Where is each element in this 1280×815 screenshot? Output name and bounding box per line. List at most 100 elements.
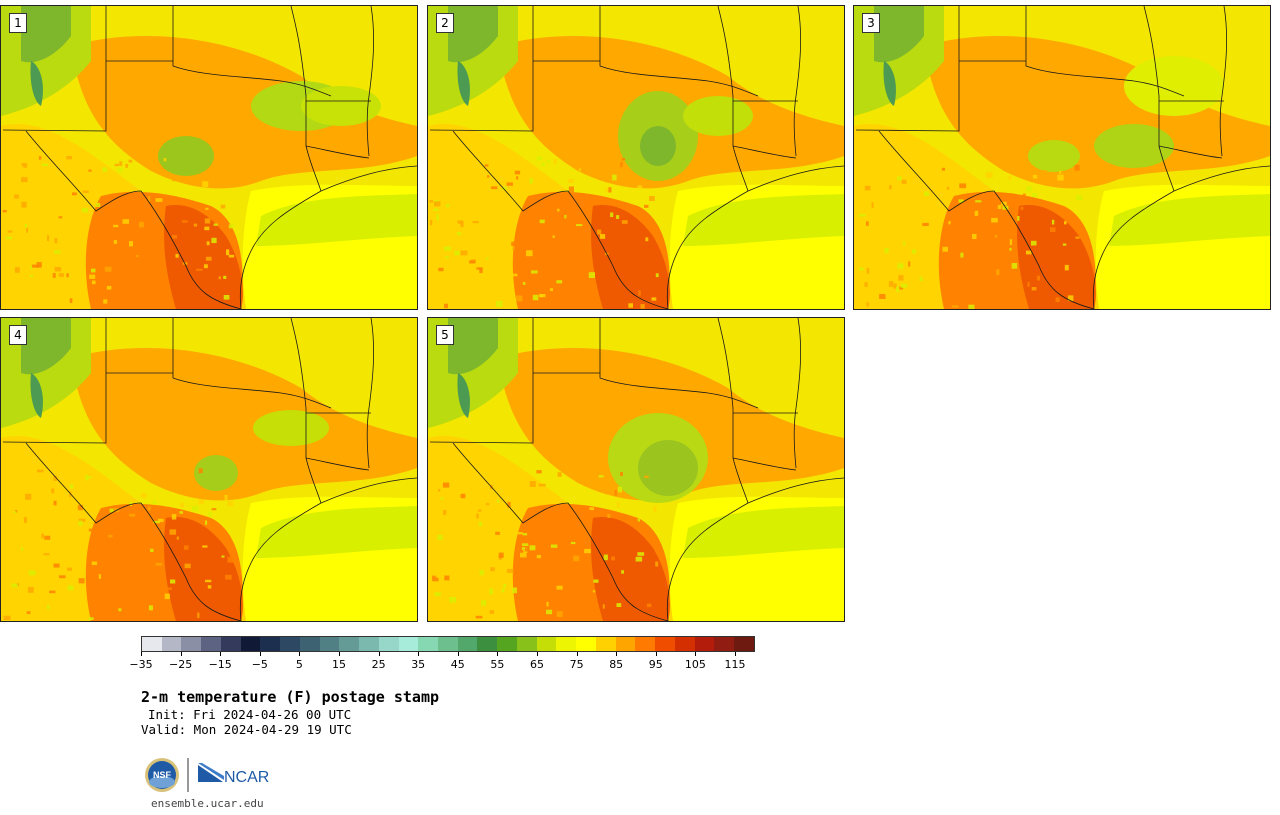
temperature-speckle bbox=[54, 238, 58, 244]
boundary-line bbox=[1158, 145, 1223, 159]
boundary-line bbox=[1092, 165, 1270, 309]
temperature-speckle bbox=[1031, 240, 1037, 246]
temperature-region bbox=[1124, 56, 1224, 116]
temperature-speckle bbox=[521, 547, 528, 550]
colorbar-swatch bbox=[595, 637, 616, 651]
temperature-colorbar bbox=[141, 636, 755, 652]
temperature-speckle bbox=[898, 275, 904, 281]
temperature-speckle bbox=[1008, 175, 1012, 180]
temperature-speckle bbox=[13, 511, 17, 514]
temperature-speckle bbox=[965, 248, 970, 253]
temperature-speckle bbox=[556, 585, 563, 590]
temperature-speckle bbox=[77, 477, 82, 482]
temperature-speckle bbox=[929, 300, 933, 306]
temperature-speckle bbox=[135, 255, 139, 258]
temperature-region bbox=[21, 318, 71, 375]
temperature-speckle bbox=[170, 579, 176, 584]
temperature-speckle bbox=[564, 215, 567, 219]
temperature-speckle bbox=[460, 493, 466, 499]
temperature-speckle bbox=[91, 561, 98, 565]
temperature-speckle bbox=[1026, 250, 1032, 255]
colorbar-swatch bbox=[457, 637, 478, 651]
boundary-line bbox=[290, 318, 322, 504]
colorbar-swatch bbox=[142, 637, 162, 651]
temperature-speckle bbox=[228, 254, 235, 258]
boundary-line bbox=[2, 318, 107, 444]
temperature-speckle bbox=[533, 221, 539, 225]
temperature-speckle bbox=[86, 476, 92, 479]
temperature-speckle bbox=[196, 268, 203, 271]
temperature-speckle bbox=[1020, 206, 1024, 210]
colorbar-tick bbox=[299, 652, 301, 656]
temperature-speckle bbox=[147, 569, 150, 575]
temperature-speckle bbox=[552, 235, 555, 238]
temperature-speckle bbox=[443, 246, 451, 251]
temperature-speckle bbox=[655, 561, 659, 567]
temperature-speckle bbox=[117, 167, 123, 172]
temperature-speckle bbox=[26, 611, 31, 614]
temperature-speckle bbox=[78, 518, 86, 522]
temperature-speckle bbox=[52, 273, 56, 278]
boundary-line bbox=[878, 130, 1095, 309]
temperature-speckle bbox=[516, 532, 523, 535]
colorbar-swatch bbox=[280, 637, 300, 651]
temperature-speckle bbox=[11, 583, 18, 588]
temperature-speckle bbox=[227, 500, 234, 507]
temperature-region bbox=[640, 126, 676, 166]
temperature-speckle bbox=[512, 245, 515, 251]
temperature-speckle bbox=[122, 219, 129, 224]
temperature-speckle bbox=[593, 579, 599, 583]
temperature-speckle bbox=[193, 223, 198, 227]
temperature-speckle bbox=[205, 520, 208, 525]
temperature-speckle bbox=[486, 503, 490, 506]
temperature-speckle bbox=[1024, 164, 1029, 169]
boundary-line bbox=[452, 442, 669, 621]
valid-time: Valid: Mon 2024-04-29 19 UTC bbox=[141, 722, 352, 737]
colorbar-swatch bbox=[576, 637, 596, 651]
temperature-speckle bbox=[866, 221, 869, 226]
temperature-speckle bbox=[88, 528, 95, 532]
temperature-speckle bbox=[546, 601, 549, 607]
temperature-speckle bbox=[900, 283, 908, 288]
nsf-logo: NSF bbox=[145, 758, 179, 792]
temperature-speckle bbox=[440, 497, 444, 500]
temperature-speckle bbox=[864, 282, 868, 287]
temperature-speckle bbox=[507, 501, 511, 508]
temperature-speckle bbox=[151, 523, 156, 529]
temperature-speckle bbox=[637, 518, 640, 522]
temperature-speckle bbox=[888, 281, 894, 287]
temperature-speckle bbox=[503, 583, 506, 588]
colorbar-swatch bbox=[418, 637, 439, 651]
temperature-region bbox=[301, 86, 381, 126]
temperature-speckle bbox=[155, 563, 163, 566]
temperature-speckle bbox=[649, 196, 655, 201]
temperature-speckle bbox=[559, 589, 566, 595]
temperature-speckle bbox=[476, 513, 479, 519]
temperature-speckle bbox=[893, 283, 897, 289]
colorbar-swatch bbox=[240, 637, 261, 651]
temperature-speckle bbox=[1057, 174, 1064, 181]
boundary-line bbox=[366, 318, 375, 469]
temperature-speckle bbox=[897, 176, 902, 181]
temperature-speckle bbox=[114, 163, 119, 167]
temperature-speckle bbox=[192, 506, 199, 511]
temperature-speckle bbox=[179, 511, 183, 514]
boundary-line bbox=[1143, 6, 1175, 192]
temperature-speckle bbox=[206, 241, 210, 246]
boundary-line bbox=[666, 165, 844, 309]
temperature-speckle bbox=[205, 256, 212, 261]
temperature-speckle bbox=[181, 220, 188, 223]
temperature-region bbox=[591, 517, 670, 621]
temperature-speckle bbox=[970, 294, 976, 300]
temperature-speckle bbox=[991, 217, 998, 223]
temperature-speckle bbox=[475, 615, 483, 619]
temperature-speckle bbox=[31, 264, 39, 268]
temperature-speckle bbox=[614, 490, 617, 496]
temperature-region bbox=[874, 6, 924, 63]
temperature-speckle bbox=[644, 475, 649, 478]
init-time: Init: Fri 2024-04-26 00 UTC bbox=[148, 707, 352, 722]
temperature-speckle bbox=[444, 256, 449, 259]
temperature-speckle bbox=[1076, 195, 1083, 201]
temperature-speckle bbox=[30, 265, 33, 270]
temperature-speckle bbox=[974, 210, 979, 216]
